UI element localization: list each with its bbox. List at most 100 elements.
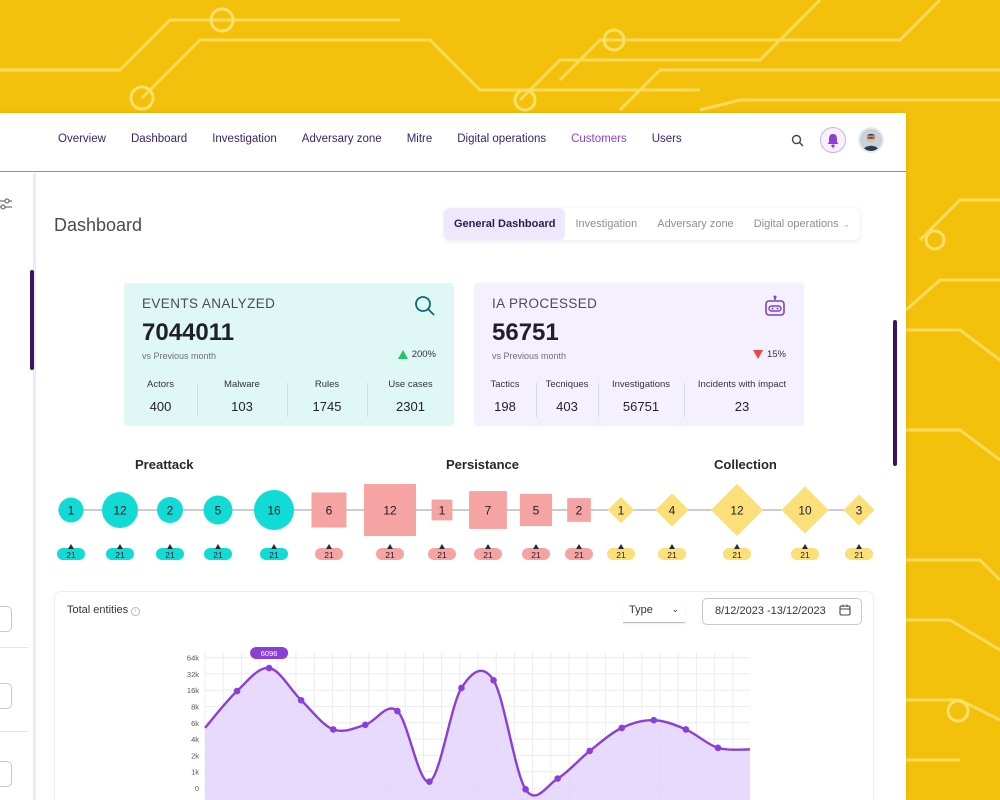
node-value: 12 [730,504,744,518]
node-value: 1 [439,504,446,518]
timeline-node[interactable]: 3 [843,494,875,526]
robot-icon [764,295,786,322]
timeline-node[interactable]: 6 [311,492,347,528]
type-select[interactable]: Type ⌄ [623,601,685,623]
data-point[interactable] [522,786,529,793]
badge-arrow-icon [802,544,808,549]
tab-digital-operations[interactable]: Digital operations ⌄ [744,208,861,240]
data-point[interactable] [233,687,241,695]
notifications-button[interactable] [820,127,846,153]
nav-item-investigation[interactable]: Investigation [212,133,277,145]
timeline-node[interactable]: 5 [519,493,553,527]
data-point[interactable] [329,726,337,733]
node-badge: 21 [522,544,550,560]
tab-adversary-zone[interactable]: Adversary zone [657,218,734,230]
nav-item-customers[interactable]: Customers [571,133,627,145]
info-icon[interactable]: i [131,607,141,616]
timeline-node[interactable]: 4 [655,493,689,527]
sidebar-field[interactable] [0,606,12,632]
timeline-node[interactable]: 12 [102,492,138,528]
timeline-node[interactable]: 16 [254,490,294,530]
node-value: 5 [533,504,540,518]
timeline-node[interactable]: 7 [469,491,507,529]
sidebar-stepper[interactable] [0,761,12,787]
nav-item-users[interactable]: Users [651,133,682,145]
timeline-node[interactable]: 2 [567,498,591,522]
timeline-node[interactable]: 10 [781,486,829,534]
node-value: 2 [576,504,583,518]
node-circle [102,492,138,528]
badge-value: 21 [854,550,864,560]
data-point[interactable] [618,724,626,732]
timeline-node[interactable]: 1 [58,497,84,523]
badge-arrow-icon [618,544,624,549]
metric-investigations: Investigations 56751 [598,379,684,417]
peak-label: 6096 [261,649,278,658]
node-badge: 21 [607,544,635,560]
tab-general-dashboard[interactable]: General Dashboard [444,208,566,240]
node-diamond [655,493,689,527]
metric-value: 1745 [312,399,342,414]
badge-value: 21 [667,550,677,560]
nav-item-digital-operations[interactable]: Digital operations [457,133,547,145]
data-point[interactable] [297,696,305,704]
data-point[interactable] [426,778,433,785]
timeline-node[interactable]: 12 [711,484,763,536]
events-analyzed-card: EVENTS ANALYZED 7044011 vs Previous mont… [124,283,454,426]
node-square [519,493,553,527]
data-point[interactable] [554,775,561,782]
search-icon[interactable] [786,129,808,151]
node-circle [254,490,294,530]
metric-label: Tactics [490,379,520,390]
badge-arrow-icon [669,544,675,549]
badge-pill [791,548,819,560]
badge-value: 21 [800,550,810,560]
timeline-node[interactable]: 1 [607,496,635,524]
timeline-node[interactable]: 1 [431,499,453,521]
nav-item-dashboard[interactable]: Dashboard [130,133,188,145]
metric-value: 198 [494,399,516,414]
data-point[interactable] [361,721,369,729]
data-point[interactable] [586,747,594,755]
badge-arrow-icon [326,544,332,549]
nav-item-mitre[interactable]: Mitre [406,133,433,145]
date-range-picker[interactable]: 8/12/2023 -13/12/2023 [702,598,862,625]
badge-arrow-icon [387,544,393,549]
timeline-node[interactable]: 5 [203,495,233,525]
timeline-node[interactable]: 2 [157,497,183,523]
card-title: IA PROCESSED [492,296,598,311]
metric-value: 400 [149,399,172,414]
data-point[interactable] [394,707,401,715]
series-area [205,667,750,800]
sidebar-field[interactable] [0,683,12,709]
nav-item-overview[interactable]: Overview [58,133,106,145]
main-scrollbar[interactable] [893,320,897,466]
top-navigation: Overview Dashboard Investigation Adversa… [0,113,906,172]
badge-value: 21 [531,550,541,560]
sidebar-scrollbar[interactable] [30,270,34,370]
tab-digital-operations-label: Digital operations [753,218,839,230]
node-square [567,498,591,522]
data-point[interactable] [714,744,722,752]
nav-item-adversary-zone[interactable]: Adversary zone [301,133,382,145]
timeline-node[interactable]: 12 [364,484,416,536]
node-badge: 21 [106,544,134,560]
tab-investigation[interactable]: Investigation [575,218,638,230]
data-point[interactable] [458,684,465,692]
data-point[interactable] [490,676,497,684]
node-value: 6 [326,504,333,518]
y-tick-label: 6k [191,719,199,728]
metric-label: Actors [147,379,174,390]
triangle-up-icon [397,350,408,359]
avatar[interactable] [858,127,884,153]
data-point[interactable] [682,726,690,733]
filter-sliders-icon[interactable] [0,197,12,211]
data-point[interactable] [650,716,658,724]
data-point[interactable] [265,664,273,672]
badge-value: 21 [66,550,76,560]
metric-label: Rules [314,379,340,390]
badge-arrow-icon [271,544,277,549]
node-value: 16 [267,504,281,518]
delta-indicator: 15% [752,349,786,360]
